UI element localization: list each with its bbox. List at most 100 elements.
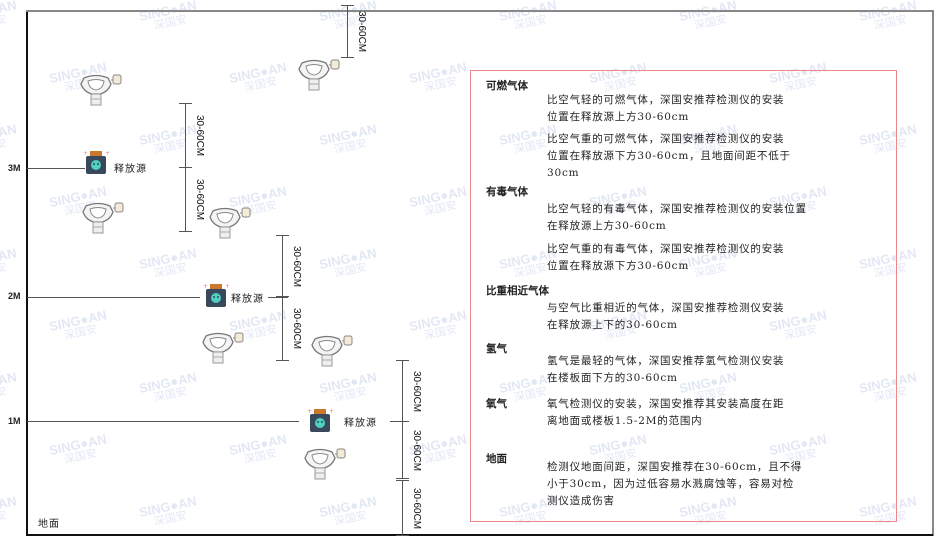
watermark-brand: SING●AN — [227, 59, 288, 87]
release-source-icon: + + — [307, 408, 334, 438]
ground-label: 地面 — [38, 519, 60, 530]
watermark-brand: SING●AN — [137, 369, 198, 397]
dimension-label: 30-60CM — [411, 487, 422, 529]
leader-line — [268, 297, 288, 298]
watermark-cn: 深国安 — [243, 447, 278, 467]
watermark-cn: 深国安 — [0, 137, 8, 157]
level-3m-label: 3M — [8, 163, 21, 173]
watermark-brand: SING●AN — [0, 121, 18, 149]
watermark-cn: 深国安 — [423, 75, 458, 95]
section-text: 比空气轻的可燃气体，深国安推荐检测仪的安装 位置在释放源上方30-60cm — [547, 94, 785, 123]
gas-detector-icon — [309, 333, 355, 371]
watermark-cn: 深国安 — [333, 385, 368, 405]
watermark-cn: 深国安 — [513, 13, 548, 33]
level-1m-label: 1M — [8, 416, 21, 426]
watermark-cn: 深国安 — [63, 447, 98, 467]
section-text: 与空气比重相近的气体，深国安推荐检测仪安装 在释放源上下的30-60cm — [547, 302, 785, 331]
section-heading: 氢气 — [486, 343, 507, 355]
dimension-label: 30-60CM — [356, 11, 367, 53]
watermark-brand: SING●AN — [857, 0, 918, 25]
watermark-brand: SING●AN — [137, 0, 198, 25]
gas-detector-icon — [207, 205, 253, 243]
gas-detector-icon — [80, 200, 126, 238]
watermark-brand: SING●AN — [317, 369, 378, 397]
svg-text:+: + — [329, 408, 333, 415]
watermark-brand: SING●AN — [137, 493, 198, 521]
ground-line — [26, 534, 933, 536]
section-text: 比空气重的有毒气体，深国安推荐检测仪的安装 位置在释放源下方30-60cm — [547, 243, 785, 272]
level-3m-line — [27, 168, 85, 169]
dimension-tick — [179, 167, 192, 168]
ceiling-line — [26, 10, 933, 12]
level-1m-line — [27, 421, 299, 422]
svg-text:+: + — [203, 283, 208, 290]
watermark-cn: 深国安 — [423, 199, 458, 219]
gas-detector-icon — [302, 446, 348, 484]
watermark-cn: 深国安 — [0, 509, 8, 529]
watermark-cn: 深国安 — [0, 261, 8, 281]
svg-text:+: + — [307, 408, 312, 415]
height-axis — [26, 10, 28, 536]
watermark-cn: 深国安 — [153, 509, 188, 529]
watermark-brand: SING●AN — [47, 307, 108, 335]
watermark-cn: 深国安 — [873, 13, 908, 33]
section-heading: 地面 — [486, 453, 507, 465]
dimension-tick — [396, 478, 409, 479]
dimension-label: 30-60CM — [194, 115, 205, 157]
release-source-label: 释放源 — [344, 418, 377, 429]
dimension-line — [282, 235, 283, 296]
section-heading: 有毒气体 — [486, 186, 528, 198]
level-2m-label: 2M — [8, 291, 21, 301]
svg-text:+: + — [225, 283, 229, 290]
dimension-tick — [179, 231, 192, 232]
watermark-brand: SING●AN — [47, 431, 108, 459]
dimension-line — [282, 296, 283, 360]
dimension-line — [402, 421, 403, 478]
dimension-label: 30-60CM — [291, 308, 302, 350]
dimension-tick — [396, 480, 409, 481]
dimension-tick — [396, 360, 409, 361]
watermark-cn: 深国安 — [423, 323, 458, 343]
dimension-tick — [179, 103, 192, 104]
dimension-line — [402, 360, 403, 421]
right-wall-line — [932, 10, 934, 536]
dimension-label: 30-60CM — [411, 370, 422, 412]
level-2m-line — [27, 297, 200, 298]
watermark-brand: SING●AN — [0, 0, 18, 25]
watermark-cn: 深国安 — [333, 509, 368, 529]
release-source-icon: + + — [83, 150, 110, 180]
dimension-label: 30-60CM — [291, 245, 302, 287]
svg-text:+: + — [83, 150, 88, 157]
section-text: 比空气轻的有毒气体，深国安推荐检测仪的安装位置 在释放源上方30-60cm — [547, 203, 807, 232]
dimension-line — [347, 5, 348, 57]
svg-text:+: + — [105, 150, 109, 157]
gas-detector-icon — [200, 330, 246, 368]
watermark-brand: SING●AN — [407, 183, 468, 211]
watermark-cn: 深国安 — [693, 13, 728, 33]
watermark-brand: SING●AN — [317, 493, 378, 521]
section-text: 检测仪地面间距，深国安推荐在30-60cm，且不得 小于30cm，因为过低容易水… — [547, 461, 803, 507]
watermark-cn: 深国安 — [153, 137, 188, 157]
dimension-tick — [341, 57, 354, 58]
watermark-brand: SING●AN — [137, 121, 198, 149]
watermark-cn: 深国安 — [333, 137, 368, 157]
watermark-brand: SING●AN — [497, 0, 558, 25]
